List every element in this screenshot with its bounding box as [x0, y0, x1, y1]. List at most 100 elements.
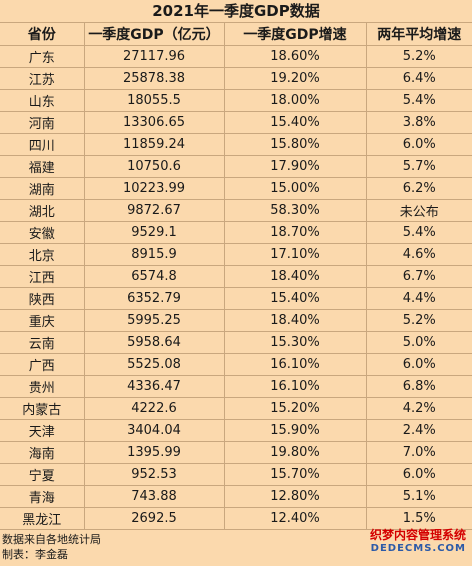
cell-province: 江苏: [0, 67, 85, 90]
cell-gdp-growth: 19.20%: [224, 67, 367, 90]
cell-two-year-growth: 6.0%: [366, 463, 472, 486]
table-row: 广东 27117.96 18.60% 5.2%: [0, 45, 472, 68]
cell-gdp: 5525.08: [84, 353, 225, 376]
cell-gdp: 27117.96: [84, 45, 225, 68]
cell-two-year-growth: 6.0%: [366, 353, 472, 376]
cell-two-year-growth: 3.8%: [366, 111, 472, 134]
cell-gdp-growth: 15.70%: [224, 463, 367, 486]
cell-gdp: 5995.25: [84, 309, 225, 332]
cell-gdp-growth: 12.80%: [224, 485, 367, 508]
cell-province: 广东: [0, 45, 85, 68]
cell-two-year-growth: 6.0%: [366, 133, 472, 156]
cell-two-year-growth: 未公布: [366, 199, 472, 222]
table-row: 青海 743.88 12.80% 5.1%: [0, 485, 472, 508]
cell-two-year-growth: 7.0%: [366, 441, 472, 464]
cell-gdp-growth: 18.00%: [224, 89, 367, 112]
cell-two-year-growth: 5.2%: [366, 309, 472, 332]
cell-province: 贵州: [0, 375, 85, 398]
cell-gdp: 5958.64: [84, 331, 225, 354]
cell-province: 黑龙江: [0, 507, 85, 530]
cell-province: 河南: [0, 111, 85, 134]
table-row: 湖南 10223.99 15.00% 6.2%: [0, 177, 472, 200]
cell-gdp-growth: 15.80%: [224, 133, 367, 156]
header-row: 省份 一季度GDP（亿元） 一季度GDP增速 两年平均增速: [0, 23, 472, 46]
cell-province: 湖北: [0, 199, 85, 222]
cell-province: 福建: [0, 155, 85, 178]
table-row: 江苏 25878.38 19.20% 6.4%: [0, 67, 472, 90]
table-row: 安徽 9529.1 18.70% 5.4%: [0, 221, 472, 244]
cell-gdp: 1395.99: [84, 441, 225, 464]
table-row: 贵州 4336.47 16.10% 6.8%: [0, 375, 472, 398]
cell-two-year-growth: 6.2%: [366, 177, 472, 200]
gdp-table: 省份 一季度GDP（亿元） 一季度GDP增速 两年平均增速 广东 27117.96…: [0, 23, 472, 530]
cell-gdp-growth: 15.90%: [224, 419, 367, 442]
footer: 数据来自各地统计局 制表：李金磊: [0, 532, 472, 562]
cell-gdp: 743.88: [84, 485, 225, 508]
cell-province: 山东: [0, 89, 85, 112]
cell-province: 云南: [0, 331, 85, 354]
cell-gdp-growth: 18.70%: [224, 221, 367, 244]
cell-gdp: 25878.38: [84, 67, 225, 90]
cell-gdp: 9872.67: [84, 199, 225, 222]
cell-province: 四川: [0, 133, 85, 156]
cell-two-year-growth: 6.7%: [366, 265, 472, 288]
cell-province: 青海: [0, 485, 85, 508]
table-row: 山东 18055.5 18.00% 5.4%: [0, 89, 472, 112]
cell-two-year-growth: 2.4%: [366, 419, 472, 442]
author-note: 制表：李金磊: [2, 548, 68, 561]
cell-gdp-growth: 58.30%: [224, 199, 367, 222]
cell-province: 宁夏: [0, 463, 85, 486]
cell-gdp: 10750.6: [84, 155, 225, 178]
cell-gdp: 952.53: [84, 463, 225, 486]
cell-gdp: 13306.65: [84, 111, 225, 134]
cell-gdp-growth: 12.40%: [224, 507, 367, 530]
table-row: 海南 1395.99 19.80% 7.0%: [0, 441, 472, 464]
cell-province: 海南: [0, 441, 85, 464]
cell-gdp-growth: 15.40%: [224, 111, 367, 134]
table-row: 江西 6574.8 18.40% 6.7%: [0, 265, 472, 288]
watermark-en: DEDECMS.COM: [370, 543, 466, 554]
cell-province: 陕西: [0, 287, 85, 310]
cell-province: 江西: [0, 265, 85, 288]
cell-gdp: 3404.04: [84, 419, 225, 442]
table-row: 重庆 5995.25 18.40% 5.2%: [0, 309, 472, 332]
cell-two-year-growth: 5.0%: [366, 331, 472, 354]
cell-gdp-growth: 15.00%: [224, 177, 367, 200]
source-note: 数据来自各地统计局: [2, 533, 101, 546]
cell-gdp-growth: 18.40%: [224, 265, 367, 288]
cell-province: 湖南: [0, 177, 85, 200]
cell-two-year-growth: 4.4%: [366, 287, 472, 310]
table-row: 湖北 9872.67 58.30% 未公布: [0, 199, 472, 222]
cell-gdp: 9529.1: [84, 221, 225, 244]
table-row: 陕西 6352.79 15.40% 4.4%: [0, 287, 472, 310]
header-gdp-growth: 一季度GDP增速: [224, 23, 367, 46]
cell-two-year-growth: 1.5%: [366, 507, 472, 530]
header-two-year-growth: 两年平均增速: [366, 23, 472, 46]
table-row: 四川 11859.24 15.80% 6.0%: [0, 133, 472, 156]
table-row: 天津 3404.04 15.90% 2.4%: [0, 419, 472, 442]
cell-gdp-growth: 16.10%: [224, 375, 367, 398]
table-row: 内蒙古 4222.6 15.20% 4.2%: [0, 397, 472, 420]
cell-gdp-growth: 16.10%: [224, 353, 367, 376]
table-row: 河南 13306.65 15.40% 3.8%: [0, 111, 472, 134]
cell-gdp-growth: 17.90%: [224, 155, 367, 178]
cell-gdp: 10223.99: [84, 177, 225, 200]
cell-province: 广西: [0, 353, 85, 376]
cell-province: 北京: [0, 243, 85, 266]
cell-gdp: 6574.8: [84, 265, 225, 288]
cell-gdp: 4222.6: [84, 397, 225, 420]
cell-province: 天津: [0, 419, 85, 442]
cell-gdp: 4336.47: [84, 375, 225, 398]
table-row: 宁夏 952.53 15.70% 6.0%: [0, 463, 472, 486]
cell-gdp-growth: 18.60%: [224, 45, 367, 68]
table-row: 北京 8915.9 17.10% 4.6%: [0, 243, 472, 266]
cell-gdp: 18055.5: [84, 89, 225, 112]
table-row: 广西 5525.08 16.10% 6.0%: [0, 353, 472, 376]
header-gdp: 一季度GDP（亿元）: [84, 23, 225, 46]
cell-gdp-growth: 15.20%: [224, 397, 367, 420]
cell-two-year-growth: 4.6%: [366, 243, 472, 266]
watermark-logo: 织梦内容管理系统 DEDECMS.COM: [370, 528, 466, 556]
cell-gdp-growth: 15.40%: [224, 287, 367, 310]
cell-two-year-growth: 5.4%: [366, 221, 472, 244]
cell-province: 内蒙古: [0, 397, 85, 420]
